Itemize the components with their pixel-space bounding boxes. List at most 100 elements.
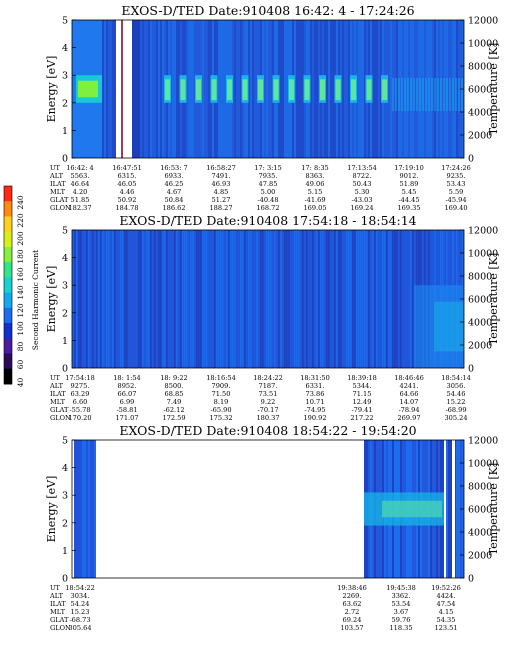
table-cell: 16:58:27 [206,164,236,172]
colorbar-segment [4,277,12,294]
spectrogram-column [236,20,238,158]
spectrogram-column [98,230,100,368]
panel-2-y2-axis-label: Temperature [K] [487,253,500,345]
table-cell: 16:42: 4 [66,164,94,172]
spectrogram-column [346,20,348,158]
spectrogram-column [108,230,110,368]
panel-3-title: EXOS-D/TED Date:910408 18:54:22 - 19:54:… [119,423,416,438]
spectrogram-column [374,230,376,368]
spectrogram-column [198,230,200,368]
spectrogram-column [100,230,102,368]
spectrogram-column [176,230,178,368]
spectrogram-column [298,230,300,368]
spectrogram-column [284,20,286,158]
table-cell: 19:52:26 [431,584,461,592]
table-row-label: GLAT [50,616,69,624]
spectrogram-column [248,20,250,158]
spectrogram-column [318,230,320,368]
colorbar-segment [4,307,12,324]
spectrogram-column [178,230,180,368]
table-cell: -68.73 [69,616,90,624]
spectrogram-column [190,20,192,158]
spectrogram-column [76,230,78,368]
spectrogram-column [326,230,328,368]
table-cell: 49.06 [306,180,325,188]
table-cell: 12.49 [353,398,372,406]
spectrogram-column [408,230,410,368]
table-cell: 7187. [259,382,278,390]
y2-tick-label: 2000 [468,341,492,352]
colorbar-tick-label: 80 [16,342,25,352]
spectrogram-column [234,230,236,368]
spectrogram-column [390,230,392,368]
table-cell: 5563. [71,172,90,180]
spectrogram-column [140,230,142,368]
spectrogram-column [154,20,156,158]
colorbar-segment [4,216,12,233]
spectrogram-column [266,230,268,368]
table-cell: 4241. [400,382,419,390]
y2-tick-label: 0 [468,364,474,375]
spectrogram-column [184,230,186,368]
panel-2-title: EXOS-D/TED Date:910408 17:54:18 - 18:54:… [119,213,416,228]
colorbar-tick-label: 40 [16,378,25,388]
spectrogram-column [162,230,164,368]
spectrogram-column [96,230,98,368]
spectrogram-column [328,230,330,368]
spectrogram-column [92,230,94,368]
spectrogram-column [218,20,220,158]
table-cell: 9235. [447,172,466,180]
spectrogram-column [156,230,158,368]
spectrogram-column [172,20,174,158]
table-cell: 9.22 [261,398,276,406]
energy-band-pulse-core [258,79,263,101]
spectrogram-column [292,230,294,368]
table-cell: 305.24 [444,414,467,422]
spectrogram-column [360,230,362,368]
energy-band-tail [401,77,403,112]
y-tick-label: 2 [62,98,68,109]
spectrogram-column [132,230,134,368]
spectrogram-column [160,20,162,158]
spectrogram-column [218,230,220,368]
spectrogram-column [190,230,192,368]
energy-band-tail [398,77,400,112]
colorbar-tick-label: 220 [16,213,25,228]
panel-2-spectrogram [72,230,464,368]
spectrogram-column [244,230,246,368]
colorbar-tick-label: 60 [16,360,25,370]
table-cell: 50.92 [118,196,137,204]
spectrogram-column [264,20,266,158]
y2-tick-label: 6000 [468,505,492,516]
spectrogram-column [142,230,144,368]
spectrogram-column [324,230,326,368]
spectrogram-column [386,230,388,368]
table-cell: 17:19:10 [394,164,424,172]
table-cell: 50.84 [165,196,184,204]
colorbar-tick-label: 160 [16,267,25,282]
spectrogram-column [162,20,164,158]
spectrogram-column [106,20,108,158]
spectrogram-column [256,230,258,368]
spectrogram-column [148,20,150,158]
spectrogram-column [300,230,302,368]
y2-tick-label: 0 [468,154,474,165]
spectrogram-column [192,230,194,368]
spectrogram-column [120,230,122,368]
spectrogram-column [110,20,112,158]
table-row-label: ILAT [50,600,66,608]
spectrogram-column [450,440,452,578]
y2-tick-label: 12000 [468,226,498,237]
spectrogram-column [372,230,374,368]
spectrogram-column [294,230,296,368]
table-cell: 188.27 [209,204,232,212]
spectrogram-column [390,20,392,158]
spectrogram-column [204,230,206,368]
table-cell: 17:54:18 [65,374,95,382]
energy-band-pulse-core [366,79,372,101]
spectrogram-column [134,230,136,368]
y-tick-label: 3 [62,491,68,502]
spectrogram-column [224,230,226,368]
table-cell: 51.89 [400,180,419,188]
spectrogram-column [138,230,140,368]
